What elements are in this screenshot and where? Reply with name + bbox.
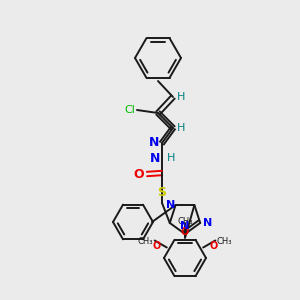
Text: H: H <box>177 123 185 133</box>
Text: O: O <box>152 241 160 251</box>
Text: O: O <box>210 241 218 251</box>
Text: CH₃: CH₃ <box>177 218 193 226</box>
Text: N: N <box>180 221 190 231</box>
Text: CH₃: CH₃ <box>138 237 153 246</box>
Text: H: H <box>177 92 185 102</box>
Text: N: N <box>166 200 176 210</box>
Text: N: N <box>150 152 160 164</box>
Text: CH₃: CH₃ <box>217 237 232 246</box>
Text: N: N <box>148 136 159 149</box>
Text: O: O <box>134 167 144 181</box>
Text: O: O <box>181 227 189 237</box>
Text: N: N <box>203 218 212 228</box>
Text: Cl: Cl <box>124 105 135 115</box>
Text: S: S <box>158 186 166 199</box>
Text: H: H <box>167 153 176 163</box>
